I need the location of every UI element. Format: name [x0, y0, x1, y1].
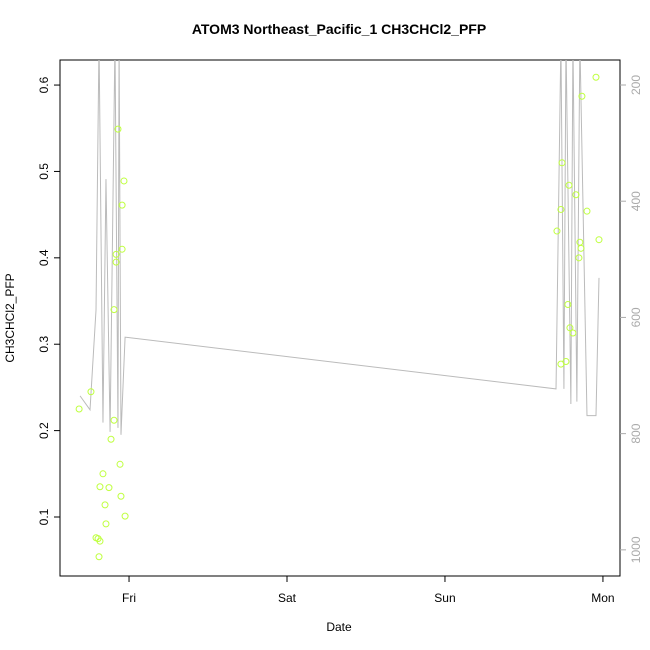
point — [110, 416, 118, 424]
point — [101, 501, 109, 509]
point — [592, 73, 600, 81]
point — [564, 300, 572, 308]
point — [112, 258, 120, 266]
y2-tick-label: 600 — [629, 307, 643, 327]
x-tick-label: Fri — [122, 591, 136, 605]
point — [566, 324, 574, 332]
x-axis-label: Date — [326, 620, 352, 634]
point — [121, 512, 129, 520]
y-axis-label: CH3CHCl2_PFP — [3, 273, 17, 362]
point — [557, 205, 565, 213]
point — [572, 191, 580, 199]
y-tick-label: 0.6 — [37, 76, 51, 93]
y-tick-label: 0.2 — [37, 422, 51, 439]
point — [118, 245, 126, 253]
y2-tick-label: 200 — [629, 75, 643, 95]
point — [96, 483, 104, 491]
y2-tick-label: 400 — [629, 191, 643, 211]
point — [558, 159, 566, 167]
point — [583, 207, 591, 215]
chart-title: ATOM3 Northeast_Pacific_1 CH3CHCl2_PFP — [192, 21, 486, 37]
y-tick-label: 0.3 — [37, 336, 51, 353]
point — [120, 177, 128, 185]
point — [99, 470, 107, 478]
point — [575, 254, 583, 262]
point — [107, 435, 115, 443]
point — [110, 306, 118, 314]
point — [114, 125, 122, 133]
y-tick-label: 0.1 — [37, 508, 51, 525]
point — [75, 405, 83, 413]
point — [595, 236, 603, 244]
y2-tick-label: 800 — [629, 423, 643, 443]
y-tick-label: 0.4 — [37, 249, 51, 266]
x-tick-label: Sun — [434, 591, 455, 605]
point — [578, 92, 586, 100]
point — [565, 181, 573, 189]
x-tick-label: Sat — [278, 591, 297, 605]
point — [117, 492, 125, 500]
point — [116, 460, 124, 468]
plot-frame — [59, 59, 621, 577]
point — [96, 537, 104, 545]
x-tick-label: Mon — [591, 591, 614, 605]
point — [112, 250, 120, 258]
point — [553, 227, 561, 235]
point — [577, 244, 585, 252]
point — [87, 388, 95, 396]
point — [569, 329, 577, 337]
point — [95, 553, 103, 561]
plot-area — [75, 60, 603, 561]
point — [562, 357, 570, 365]
y2-tick-label: 1000 — [629, 536, 643, 563]
point — [118, 201, 126, 209]
point — [102, 520, 110, 528]
y-tick-label: 0.5 — [37, 163, 51, 180]
point — [105, 484, 113, 492]
line — [79, 60, 600, 435]
